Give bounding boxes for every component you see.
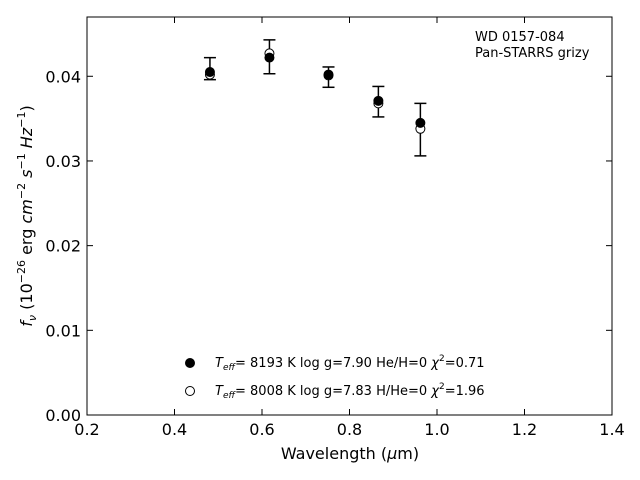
- y-tick-label-2: 0.02: [45, 237, 81, 256]
- legend: Teff= 8193 K log g=7.90 He/H=0 χ2=0.71 T…: [185, 354, 485, 401]
- point-series0-3: [373, 95, 384, 106]
- x-tick-label-6: 1.4: [599, 420, 624, 439]
- x-tick-label-3: 0.8: [337, 420, 362, 439]
- legend-marker-open: [185, 386, 195, 396]
- point-series0-0: [204, 67, 215, 78]
- point-series0-1: [264, 52, 275, 63]
- x-tick-label-0: 0.2: [74, 420, 99, 439]
- y-tick-label-1: 0.01: [45, 321, 81, 340]
- y-axis-label: fν (10−26 erg cm−2 s−1 Hz−1): [15, 105, 39, 326]
- x-tick-label-2: 0.6: [249, 420, 274, 439]
- legend-label-filled: Teff= 8193 K log g=7.90 He/H=0 χ2=0.71: [215, 354, 485, 373]
- legend-label-open: Teff= 8008 K log g=7.83 H/He=0 χ2=1.96: [215, 382, 485, 401]
- plot-frame: [86, 16, 613, 416]
- x-tick-label-1: 0.4: [162, 420, 187, 439]
- point-series0-2: [323, 69, 334, 80]
- y-tick-label-0: 0.00: [45, 406, 81, 425]
- annotation-survey: Pan-STARRS grizy: [475, 46, 590, 61]
- data-points: [204, 48, 426, 134]
- x-tick-label-5: 1.2: [512, 420, 537, 439]
- legend-marker-filled: [185, 358, 195, 368]
- x-axis-label: Wavelength (μm): [281, 444, 419, 463]
- point-series0-4: [415, 117, 426, 128]
- annotation-star-name: WD 0157-084: [475, 30, 565, 45]
- y-tick-label-4: 0.04: [45, 67, 81, 86]
- x-tick-label-4: 1.0: [424, 420, 449, 439]
- y-tick-label-3: 0.03: [45, 152, 81, 171]
